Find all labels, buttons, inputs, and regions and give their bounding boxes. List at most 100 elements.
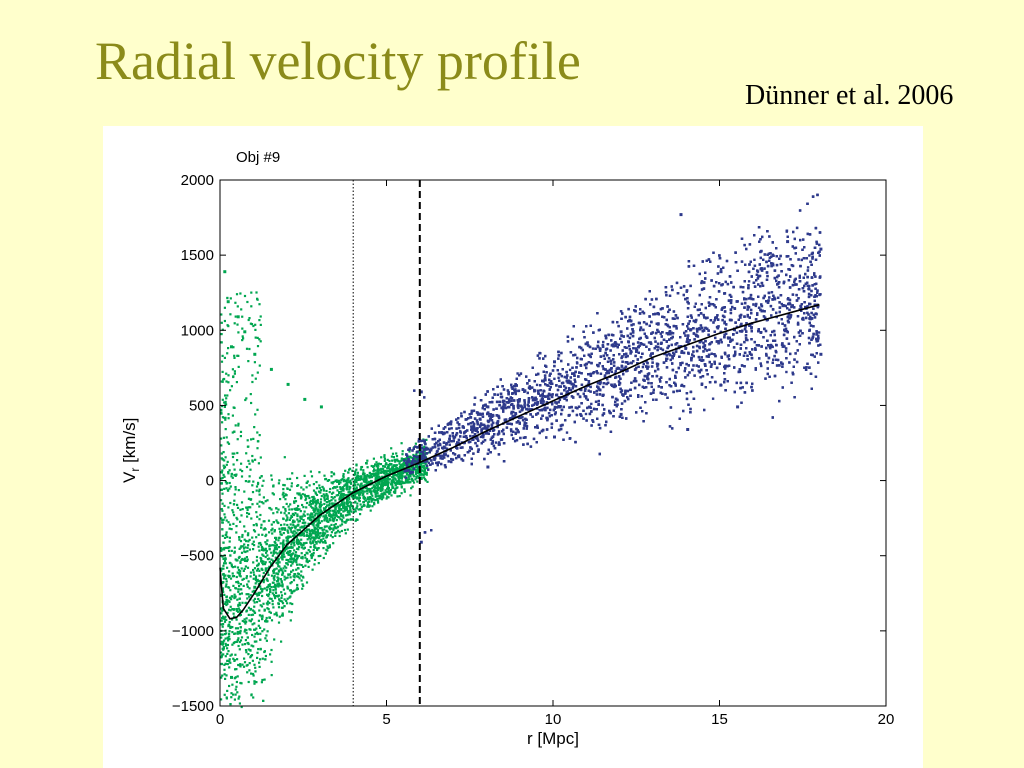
green-point [409,494,412,497]
green-point [346,478,349,482]
green-point [376,487,379,490]
green-point [281,554,284,557]
green-point [403,481,406,485]
green-point [224,546,227,549]
green-point [233,499,236,502]
green-point [339,518,342,521]
green-point [353,473,357,476]
green-point [348,488,351,491]
green-point [264,541,267,544]
green-point [258,364,261,367]
green-point [222,557,225,560]
green-point [311,500,314,504]
green-point [385,462,388,465]
green-point [221,502,224,505]
green-point [374,486,377,489]
green-point [249,608,252,611]
green-point [335,494,338,497]
green-point [245,632,248,635]
blue-point [535,383,539,387]
green-point [253,611,257,614]
green-point [233,659,236,662]
green-point [386,477,389,480]
green-point [315,500,318,503]
green-point [240,567,243,570]
green-point [265,602,268,605]
green-point [243,294,247,298]
green-point [249,571,252,574]
green-point [396,468,399,471]
green-point [256,297,259,300]
green-point [351,478,354,481]
green-point [246,566,250,569]
green-point [226,324,229,327]
green-point [337,506,340,509]
green-point [224,574,227,577]
green-point [403,488,406,491]
green-point [384,463,387,466]
green-point [268,584,271,588]
blue-point [785,370,788,374]
green-point [248,662,251,665]
green-point [239,629,242,632]
green-point [220,636,223,639]
green-point [257,582,260,586]
green-point [394,487,397,490]
green-point [220,612,223,615]
green-point [238,555,241,558]
green-point [295,540,298,543]
green-point [339,524,342,527]
green-point [302,488,305,491]
green-point [224,585,227,588]
green-point [305,541,308,544]
blue-point [568,368,572,372]
green-point [259,323,262,326]
green-point [224,644,228,647]
green-point [252,696,255,699]
green-point [222,577,226,580]
blue-point [450,457,453,461]
green-point [304,530,307,533]
green-point [229,589,232,592]
green-point [238,574,241,577]
green-point [275,612,278,615]
green-point [342,510,345,513]
green-point [228,684,231,688]
green-point [348,501,351,504]
green-point [315,481,318,484]
green-point [296,513,299,516]
green-point [237,422,240,425]
green-point [227,381,230,384]
green-point [382,471,386,474]
green-point [230,549,233,552]
green-point [378,486,381,489]
green-point [230,692,233,695]
green-point [223,620,227,623]
green-point [386,465,389,468]
green-point [239,520,242,523]
green-point [248,628,251,631]
blue-point [479,435,483,439]
green-point [230,385,233,388]
green-point [257,562,260,565]
green-point [290,581,293,584]
green-point [280,511,283,514]
green-point [253,601,256,604]
green-point [391,466,394,469]
green-point [235,531,238,534]
green-point [332,487,335,490]
green-point [354,496,357,499]
green-point [234,653,237,656]
green-point [240,592,243,595]
green-point [274,536,277,539]
green-point [279,584,282,587]
green-point [304,521,307,524]
green-point [395,464,398,467]
green-point [274,588,277,591]
green-point [309,554,313,557]
green-point [400,480,403,483]
green-point [281,542,285,545]
green-point [353,508,356,511]
green-point [258,549,261,552]
green-point [370,491,373,494]
